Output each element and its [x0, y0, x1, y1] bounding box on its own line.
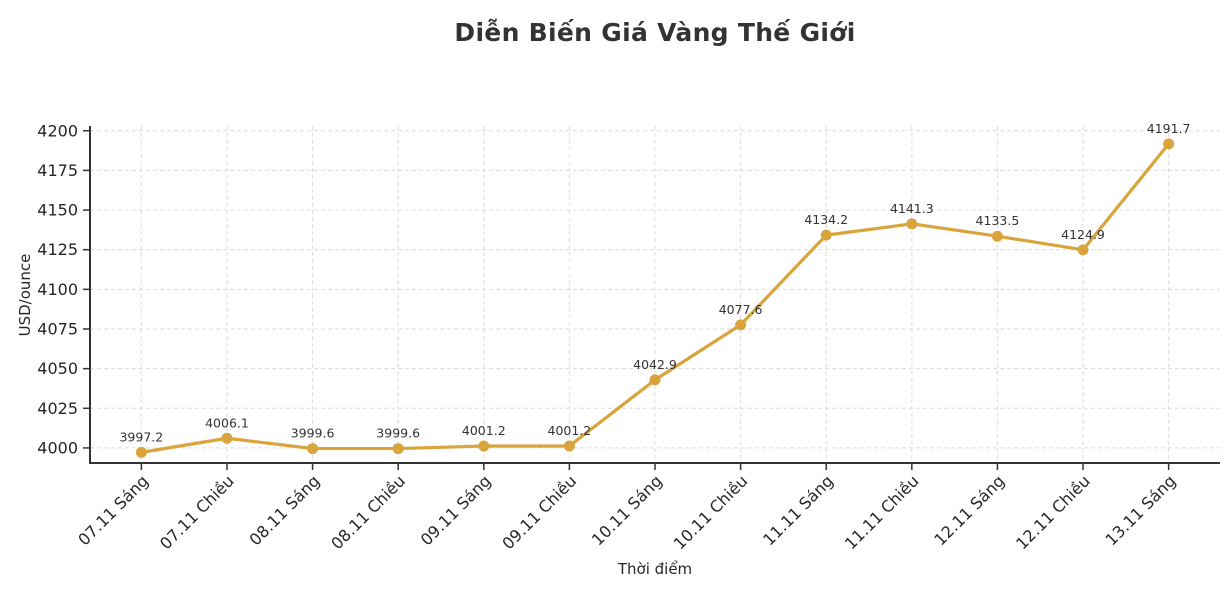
data-point-marker — [735, 319, 747, 331]
data-point-marker — [1163, 138, 1175, 150]
x-tick-label: 09.11 Chiều — [498, 471, 580, 553]
data-point-label: 4134.2 — [804, 212, 848, 227]
x-tick-label: 11.11 Chiều — [841, 471, 923, 553]
x-tick-label: 07.11 Chiều — [156, 471, 238, 553]
data-point-marker — [392, 443, 404, 455]
y-tick-label: 4025 — [37, 399, 78, 418]
data-point-label: 3999.6 — [291, 426, 335, 441]
data-point-marker — [135, 446, 147, 458]
data-point-label: 4141.3 — [890, 201, 934, 216]
x-tick-label: 12.11 Sáng — [930, 471, 1008, 549]
x-tick-label: 08.11 Sáng — [246, 471, 324, 549]
y-tick-label: 4000 — [37, 438, 78, 457]
data-point-label: 4191.7 — [1147, 121, 1191, 136]
data-point-marker — [820, 229, 832, 241]
data-point-label: 3999.6 — [376, 426, 420, 441]
y-tick-label: 4175 — [37, 161, 78, 180]
data-point-marker — [649, 374, 661, 386]
x-tick-label: 08.11 Chiều — [327, 471, 409, 553]
data-point-marker — [1077, 244, 1089, 256]
y-tick-label: 4075 — [37, 319, 78, 338]
x-tick-label: 10.11 Sáng — [588, 471, 666, 549]
y-tick-label: 4050 — [37, 359, 78, 378]
y-tick-label: 4150 — [37, 201, 78, 220]
data-point-marker — [307, 443, 319, 455]
x-tick-label: 12.11 Chiều — [1012, 471, 1094, 553]
x-tick-label: 09.11 Sáng — [417, 471, 495, 549]
data-point-label: 4133.5 — [976, 213, 1020, 228]
data-point-label: 3997.2 — [119, 429, 163, 444]
y-tick-label: 4100 — [37, 280, 78, 299]
data-point-label: 4124.9 — [1061, 227, 1105, 242]
data-point-label: 4042.9 — [633, 357, 677, 372]
x-tick-label: 13.11 Sáng — [1102, 471, 1180, 549]
data-point-marker — [563, 440, 575, 452]
data-point-marker — [478, 440, 490, 452]
y-tick-label: 4200 — [37, 121, 78, 140]
data-point-marker — [991, 230, 1003, 242]
chart-title: Diễn Biến Giá Vàng Thế Giới — [454, 18, 856, 47]
x-axis-title: Thời điểm — [617, 560, 693, 578]
x-tick-label: 11.11 Sáng — [759, 471, 837, 549]
data-point-label: 4077.6 — [719, 302, 763, 317]
y-tick-label: 4125 — [37, 240, 78, 259]
x-tick-label: 07.11 Sáng — [74, 471, 152, 549]
data-point-marker — [221, 432, 233, 444]
data-point-label: 4001.2 — [548, 423, 592, 438]
data-point-marker — [906, 218, 918, 230]
data-point-label: 4006.1 — [205, 415, 249, 430]
data-point-label: 4001.2 — [462, 423, 506, 438]
x-tick-label: 10.11 Chiều — [670, 471, 752, 553]
